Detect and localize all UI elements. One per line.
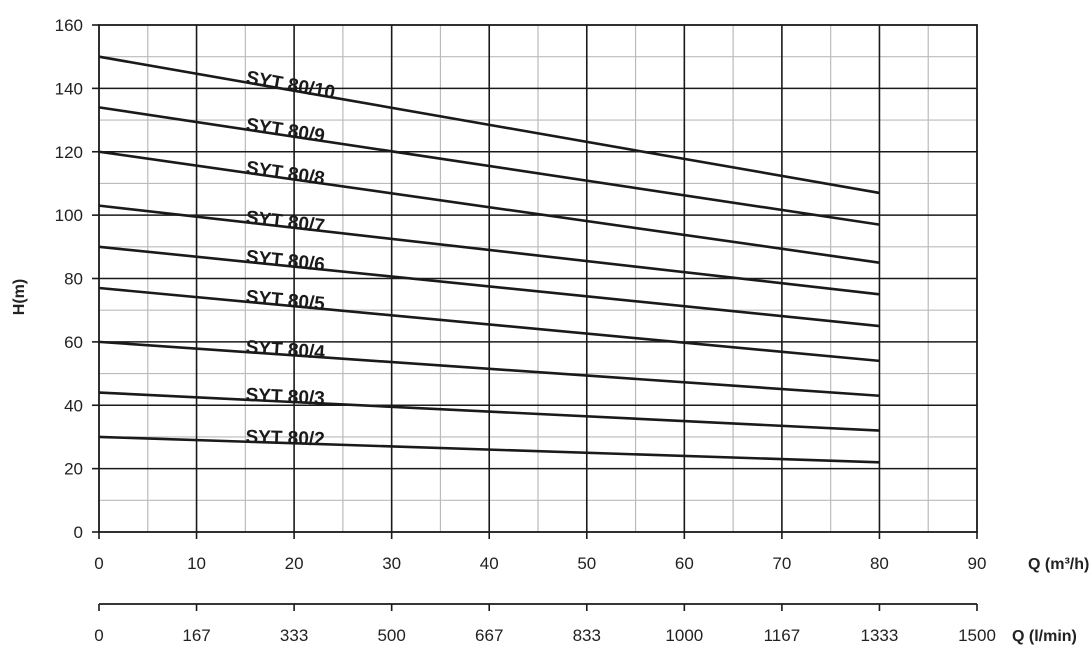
x-tick-label: 50 (577, 554, 596, 573)
y-tick-label: 100 (55, 206, 83, 225)
series-label: SYT 80/5 (245, 287, 326, 315)
series-lines (98, 55, 880, 464)
series-label: SYT 80/8 (245, 158, 326, 190)
series-line (98, 204, 880, 296)
x-tick-label: 10 (187, 554, 206, 573)
series-line (98, 55, 880, 195)
series-label: SYT 80/10 (244, 67, 336, 103)
y-tick-labels: 0 20 40 60 80 100 120 140 160 (55, 16, 83, 542)
x-tick-label: 0 (94, 554, 103, 573)
x2-axis-title: Q (l/min) (1012, 628, 1077, 645)
series-labels: SYT 80/10 SYT 80/9 SYT 80/8 SYT 80/7 SYT 80/… (244, 67, 336, 450)
series-line (98, 391, 880, 432)
x-tick-label: 60 (675, 554, 694, 573)
secondary-x-axis: 0 167 333 500 667 833 1000 1167 1333 1500 (94, 603, 996, 645)
x-tick-label: 20 (285, 554, 304, 573)
series-line (98, 245, 880, 328)
x2-tick-label: 1500 (958, 626, 996, 645)
y-tick-label: 120 (55, 143, 83, 162)
series-line (98, 286, 880, 363)
series-label: SYT 80/4 (245, 337, 326, 363)
x2-tick-label: 333 (280, 626, 308, 645)
y-tick-label: 140 (55, 79, 83, 98)
y-tick-label: 160 (55, 16, 83, 35)
series-label: SYT 80/6 (245, 247, 326, 276)
grid (99, 25, 977, 532)
y-tick-label: 80 (64, 270, 83, 289)
series-label: SYT 80/9 (245, 115, 326, 148)
x2-tick-label: 1000 (665, 626, 703, 645)
x2-tick-label: 0 (94, 626, 103, 645)
x2-tick-label: 667 (475, 626, 503, 645)
y-tick-label: 20 (64, 460, 83, 479)
x2-tick-label: 833 (573, 626, 601, 645)
series-line (98, 106, 880, 226)
plot-frame (92, 24, 978, 539)
y-axis-title: H(m) (11, 279, 28, 315)
x2-tick-label: 167 (182, 626, 210, 645)
series-line (98, 435, 880, 464)
x-tick-label: 70 (772, 554, 791, 573)
series-line (98, 340, 880, 398)
x-axis-title: Q (m³/h) (1028, 556, 1089, 573)
x-tick-label: 90 (968, 554, 987, 573)
x2-tick-label: 1333 (861, 626, 899, 645)
x-tick-labels: 0 10 20 30 40 50 60 70 80 90 (94, 554, 986, 573)
x-tick-label: 80 (870, 554, 889, 573)
series-label: SYT 80/2 (245, 427, 325, 451)
x2-tick-label: 500 (377, 626, 405, 645)
y-tick-label: 60 (64, 333, 83, 352)
series-label: SYT 80/3 (245, 385, 325, 410)
series-label: SYT 80/7 (245, 207, 326, 237)
y-tick-label: 0 (74, 523, 83, 542)
x2-tick-label: 1167 (764, 626, 801, 645)
series-line (98, 150, 880, 264)
x-tick-label: 40 (480, 554, 499, 573)
x-tick-label: 30 (382, 554, 401, 573)
y-tick-label: 40 (64, 396, 83, 415)
